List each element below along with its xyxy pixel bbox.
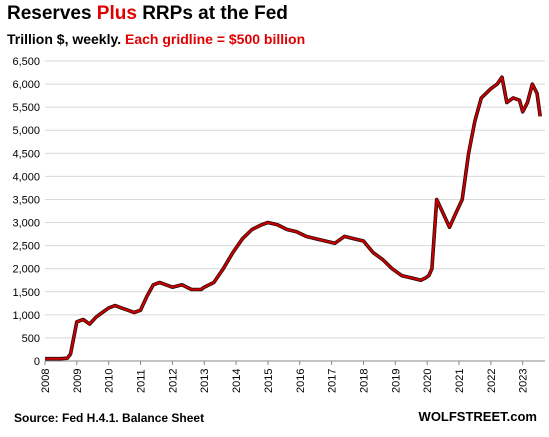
x-tick-label: 2016 [295,369,307,393]
y-tick-label: 4,500 [12,148,40,160]
y-tick-label: 6,000 [12,79,40,91]
series-line-shadow [45,75,542,361]
x-tick-label: 2008 [40,369,52,393]
x-tick-label: 2015 [263,369,275,393]
title-reserves: Reserves [7,3,97,24]
y-axis-ticks: 0 500 1,000 1,500 2,000 2,500 3,000 3,500 4,000 4… [12,56,40,368]
x-tick-label: 2017 [327,369,339,393]
x-tick-label: 2019 [390,369,402,393]
y-tick-label: 1,000 [12,310,40,322]
title-rrps: RRPs at the Fed [136,3,288,24]
x-tick-label: 2011 [136,369,148,393]
series-line-reserves-plus-rrps [45,76,542,360]
chart-title: Reserves Plus RRPs at the Fed [7,3,288,25]
grid-lines [45,60,545,339]
x-tick-label: 2021 [454,369,466,393]
x-tick-label: 2018 [358,369,370,393]
x-tick-label: 2022 [486,369,498,393]
y-tick-label: 3,000 [12,218,40,230]
y-tick-label: 500 [22,333,40,345]
x-tick-label: 2010 [104,369,116,393]
chart-subtitle: Trillion $, weekly. Each gridline = $500… [7,31,305,47]
brand-label: WOLFSTREET.com [418,409,537,424]
x-tick-label: 2012 [167,369,179,393]
subtitle-gridline-note: Each gridline = $500 billion [125,31,306,47]
x-tick-label: 2020 [422,369,434,393]
y-tick-label: 3,500 [12,194,40,206]
x-tick-label: 2009 [72,369,84,393]
y-tick-label: 0 [34,356,40,368]
y-tick-label: 5,000 [12,125,40,137]
y-tick-label: 5,500 [12,102,40,114]
series-group [45,75,542,361]
x-tick-label: 2013 [199,369,211,393]
title-plus: Plus [96,3,137,24]
y-tick-label: 2,500 [12,241,40,253]
x-tick-label: 2014 [231,369,243,393]
y-tick-label: 4,000 [12,171,40,183]
y-tick-label: 2,000 [12,264,40,276]
source-note: Source: Fed H.4.1. Balance Sheet [14,411,205,425]
x-axis-ticks: 2008 2009 2010 2011 2012 2013 2014 2015 2016 2017… [40,361,530,393]
y-tick-label: 1,500 [12,287,40,299]
subtitle-units: Trillion $, weekly. [7,31,126,47]
y-tick-label: 6,500 [12,56,40,68]
x-tick-label: 2023 [518,369,530,393]
